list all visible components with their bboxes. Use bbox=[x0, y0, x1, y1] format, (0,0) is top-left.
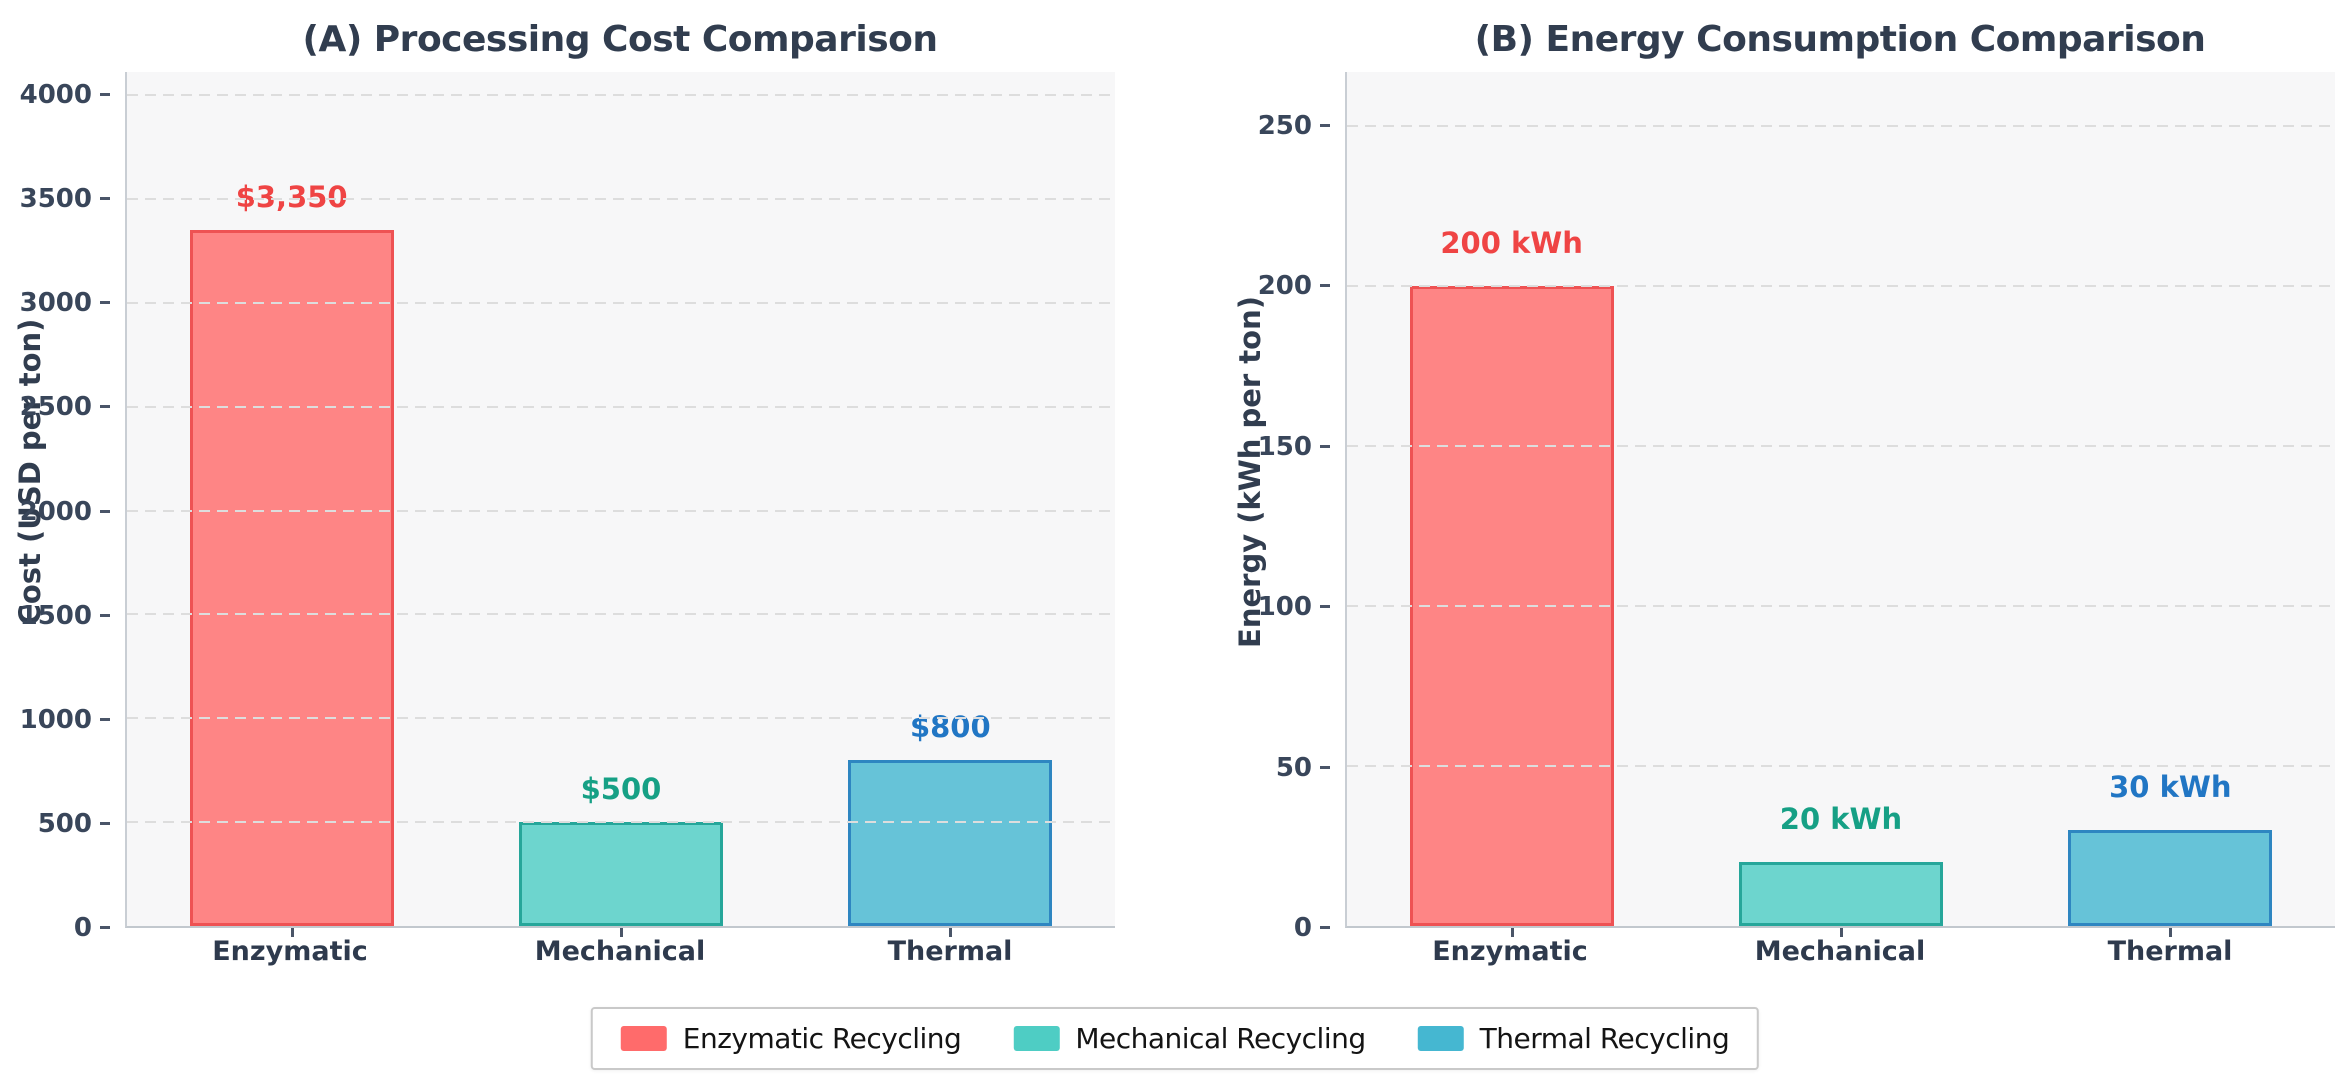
bar-value-label: 30 kWh bbox=[2109, 770, 2232, 804]
y-tick-label: 2000 bbox=[19, 496, 92, 527]
y-tick-mark bbox=[1320, 605, 1330, 609]
gridline bbox=[1347, 765, 2335, 767]
y-tick-mark bbox=[100, 405, 110, 409]
gridline bbox=[127, 301, 1115, 304]
x-category-label-mechanical: Mechanical bbox=[1754, 936, 1926, 967]
x-category-label-enzymatic: Enzymatic bbox=[1432, 936, 1588, 967]
bar-thermal bbox=[848, 759, 1053, 926]
x-category-label-thermal: Thermal bbox=[887, 936, 1013, 967]
y-tick-label: 3500 bbox=[19, 184, 92, 215]
bar-value-label: $500 bbox=[580, 772, 662, 807]
x-tick-mark bbox=[949, 928, 953, 937]
x-tick-mark bbox=[620, 928, 623, 937]
y-tick-mark bbox=[100, 926, 110, 929]
x-category-label-mechanical: Mechanical bbox=[534, 936, 706, 967]
gridline bbox=[1347, 605, 2335, 607]
gridline bbox=[1347, 445, 2335, 447]
bar-slot-enzymatic: $3,350 bbox=[127, 95, 456, 926]
y-tick-mark bbox=[1320, 765, 1330, 769]
gridline bbox=[127, 94, 1115, 96]
bar-value-label: $800 bbox=[909, 709, 991, 744]
legend-item: Enzymatic Recycling bbox=[620, 1022, 962, 1055]
bar-value-label: $3,350 bbox=[235, 180, 348, 215]
bar-enzymatic bbox=[189, 230, 394, 926]
y-tick-mark bbox=[100, 509, 110, 513]
bars-group: $3,350 $500 $800 bbox=[127, 95, 1115, 926]
y-tick-mark bbox=[1320, 284, 1330, 288]
bar-slot-mechanical: 20 kWh bbox=[1676, 126, 2005, 926]
chart-body: Cost (USD per ton) 0 500 1000 1500 2000 2500 3… bbox=[0, 72, 1130, 974]
chart-title: (A) Processing Cost Comparison bbox=[302, 18, 939, 60]
bar-mechanical bbox=[1738, 862, 1944, 926]
y-tick-mark bbox=[100, 93, 110, 96]
chart-body: Energy (kWh per ton) 0 50 100 150 200 250 200… bbox=[1130, 72, 2350, 974]
x-category-label-thermal: Thermal bbox=[2107, 936, 2233, 967]
y-tick-mark bbox=[100, 197, 110, 201]
bars-group: 200 kWh 20 kWh 30 kWh bbox=[1347, 126, 2335, 926]
legend-item: Thermal Recycling bbox=[1417, 1022, 1730, 1055]
plot-area: $3,350 $500 $800 bbox=[125, 72, 1115, 937]
y-tick-label: 50 bbox=[1275, 752, 1312, 783]
y-tick-label: 1500 bbox=[19, 600, 92, 631]
gridline bbox=[127, 509, 1115, 512]
y-tick-label: 1000 bbox=[19, 704, 92, 735]
y-tick-mark bbox=[100, 613, 110, 617]
x-category-label-enzymatic: Enzymatic bbox=[212, 936, 368, 967]
y-axis-ticks: 0 50 100 150 200 250 bbox=[1130, 111, 1332, 943]
legend-label: Enzymatic Recycling bbox=[682, 1022, 962, 1055]
bar-slot-thermal: $800 bbox=[786, 95, 1115, 926]
x-tick-mark bbox=[290, 928, 294, 937]
y-tick-mark bbox=[1320, 926, 1330, 929]
plot-scale-area: $3,350 $500 $800 bbox=[127, 94, 1115, 926]
gridline bbox=[1347, 125, 2335, 127]
y-tick-label: 250 bbox=[1257, 111, 1312, 141]
y-tick-mark bbox=[1320, 124, 1330, 127]
y-tick-label: 200 bbox=[1257, 271, 1312, 302]
panel-cost-comparison: (A) Processing Cost Comparison Cost (USD… bbox=[0, 0, 1130, 974]
gridline bbox=[127, 405, 1115, 408]
legend-item: Mechanical Recycling bbox=[1013, 1022, 1366, 1055]
chart-title: (B) Energy Consumption Comparison bbox=[1474, 18, 2206, 60]
bar-mechanical bbox=[518, 822, 724, 926]
bar-thermal bbox=[2068, 830, 2273, 926]
gridline bbox=[127, 821, 1115, 824]
y-tick-mark bbox=[100, 717, 110, 721]
y-tick-label: 500 bbox=[37, 808, 92, 839]
y-tick-label: 0 bbox=[73, 913, 92, 943]
gridline bbox=[127, 197, 1115, 200]
legend-label: Thermal Recycling bbox=[1479, 1022, 1730, 1055]
y-axis-ticks: 0 500 1000 1500 2000 2500 3000 3500 4000 bbox=[0, 80, 112, 943]
y-tick-label: 4000 bbox=[19, 80, 92, 110]
bar-value-label: 200 kWh bbox=[1440, 226, 1583, 260]
legend-swatch-icon bbox=[1417, 1026, 1464, 1051]
bar-slot-thermal: 30 kWh bbox=[2006, 126, 2335, 926]
gridline bbox=[127, 613, 1115, 616]
panel-energy-comparison: (B) Energy Consumption Comparison Energy… bbox=[1130, 0, 2350, 974]
gridline bbox=[127, 717, 1115, 720]
y-tick-label: 150 bbox=[1257, 431, 1312, 462]
bar-slot-mechanical: $500 bbox=[456, 95, 785, 926]
x-tick-mark bbox=[1840, 928, 1843, 937]
bar-value-label: 20 kWh bbox=[1779, 802, 1903, 836]
y-tick-mark bbox=[100, 821, 110, 825]
y-tick-mark bbox=[100, 301, 110, 305]
x-axis-labels: Enzymatic Mechanical Thermal bbox=[1345, 936, 2335, 972]
x-axis-labels: Enzymatic Mechanical Thermal bbox=[125, 936, 1115, 972]
legend: Enzymatic Recycling Mechanical Recycling T… bbox=[590, 1007, 1760, 1070]
y-tick-label: 3000 bbox=[19, 288, 92, 319]
y-tick-label: 0 bbox=[1293, 913, 1312, 943]
legend-swatch-icon bbox=[1013, 1026, 1060, 1051]
x-tick-mark bbox=[1510, 928, 1514, 937]
plot-area: 200 kWh 20 kWh 30 kWh bbox=[1345, 72, 2335, 937]
plot-scale-area: 200 kWh 20 kWh 30 kWh bbox=[1347, 125, 2335, 926]
x-tick-mark bbox=[2169, 928, 2173, 937]
y-tick-mark bbox=[1320, 444, 1330, 448]
legend-swatch-icon bbox=[620, 1026, 667, 1051]
y-tick-label: 2500 bbox=[19, 392, 92, 423]
gridline bbox=[1347, 285, 2335, 287]
legend-label: Mechanical Recycling bbox=[1075, 1022, 1366, 1055]
y-tick-label: 100 bbox=[1257, 592, 1312, 623]
